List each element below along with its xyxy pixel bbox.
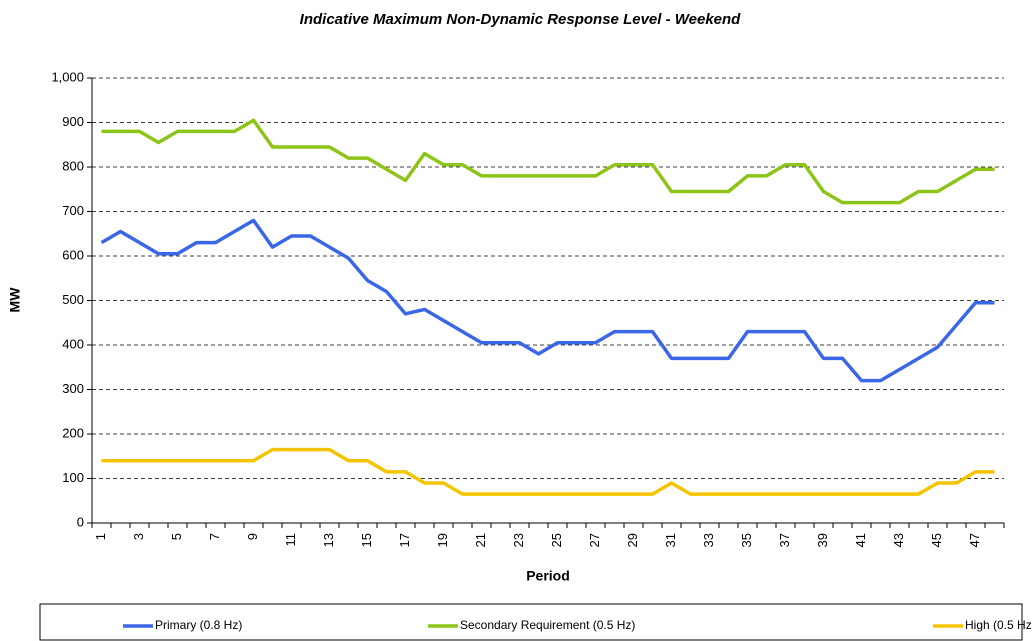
x-tick-label: 21 bbox=[473, 533, 488, 547]
x-tick-label: 31 bbox=[663, 533, 678, 547]
x-tick-label: 7 bbox=[207, 533, 222, 540]
x-axis-title: Period bbox=[526, 568, 570, 584]
y-tick-label: 800 bbox=[62, 158, 84, 173]
y-tick-label: 700 bbox=[62, 203, 84, 218]
x-tick-label: 3 bbox=[131, 533, 146, 540]
y-tick-label: 0 bbox=[77, 514, 84, 529]
y-tick-label: 300 bbox=[62, 381, 84, 396]
x-tick-label: 43 bbox=[891, 533, 906, 547]
x-tick-label: 27 bbox=[587, 533, 602, 547]
y-tick-label: 600 bbox=[62, 247, 84, 262]
x-tick-label: 33 bbox=[701, 533, 716, 547]
series-line bbox=[101, 447, 995, 496]
series-line bbox=[101, 118, 995, 205]
x-tick-label: 37 bbox=[777, 533, 792, 547]
x-tick-label: 11 bbox=[283, 533, 298, 547]
x-tick-label: 13 bbox=[321, 533, 336, 547]
legend-label: Secondary Requirement (0.5 Hz) bbox=[460, 618, 635, 632]
x-tick-label: 39 bbox=[815, 533, 830, 547]
y-tick-label: 200 bbox=[62, 425, 84, 440]
legend-label: High (0.5 Hz) bbox=[965, 618, 1032, 632]
y-tick-label: 400 bbox=[62, 336, 84, 351]
chart-title: Indicative Maximum Non-Dynamic Response … bbox=[300, 11, 742, 28]
x-tick-label: 45 bbox=[929, 533, 944, 547]
x-tick-label: 47 bbox=[967, 533, 982, 547]
x-tick-label: 25 bbox=[549, 533, 564, 547]
x-tick-label: 15 bbox=[359, 533, 374, 547]
x-tick-label: 17 bbox=[397, 533, 412, 547]
x-tick-label: 29 bbox=[625, 533, 640, 547]
x-tick-label: 9 bbox=[245, 533, 260, 540]
x-tick-label: 19 bbox=[435, 533, 450, 547]
y-tick-label: 500 bbox=[62, 292, 84, 307]
legend-box bbox=[39, 603, 1023, 641]
y-tick-label: 1,000 bbox=[51, 69, 84, 84]
x-tick-label: 1 bbox=[93, 533, 108, 540]
x-tick-label: 23 bbox=[511, 533, 526, 547]
x-tick-label: 35 bbox=[739, 533, 754, 547]
y-axis-title: MW bbox=[7, 287, 23, 313]
series-line bbox=[100, 218, 995, 383]
y-tick-label: 900 bbox=[62, 114, 84, 129]
legend-label: Primary (0.8 Hz) bbox=[155, 618, 242, 632]
x-tick-label: 41 bbox=[853, 533, 868, 547]
x-tick-label: 5 bbox=[169, 533, 184, 540]
y-tick-label: 100 bbox=[62, 470, 84, 485]
